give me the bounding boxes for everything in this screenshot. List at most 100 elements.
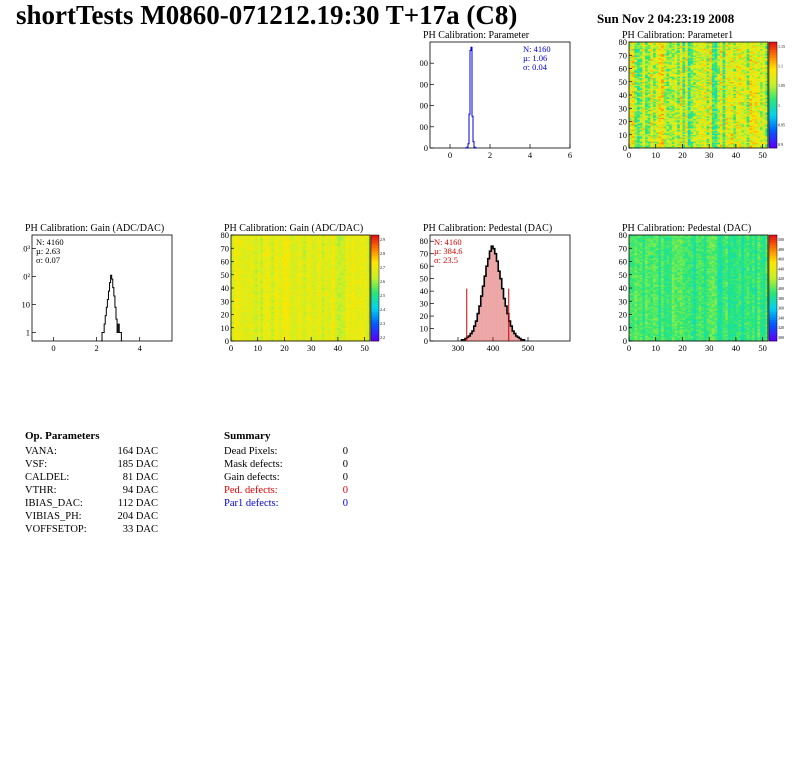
- heatmap-cell: [741, 69, 745, 72]
- heatmap-cell: [722, 79, 726, 81]
- heatmap-cell: [639, 122, 643, 125]
- heatmap-cell: [653, 79, 657, 81]
- heatmap-cell: [650, 51, 654, 53]
- heatmap-cell: [231, 252, 234, 254]
- heatmap-cell: [669, 124, 673, 126]
- heatmap-cell: [765, 64, 769, 67]
- heatmap-cell: [663, 97, 667, 100]
- heatmap-cell: [236, 297, 240, 299]
- heatmap-cell: [247, 334, 251, 336]
- heatmap-cell: [239, 331, 242, 334]
- heatmap-cell: [698, 76, 702, 79]
- heatmap-cell: [762, 106, 766, 109]
- heatmap-cell: [639, 133, 643, 136]
- heatmap-cell: [759, 63, 763, 65]
- heatmap-cell: [631, 98, 635, 101]
- heatmap-cell: [231, 265, 234, 268]
- heatmap-cell: [693, 120, 697, 122]
- heatmap-cell: [631, 138, 635, 141]
- heatmap-cell: [634, 42, 638, 44]
- heatmap-cell: [661, 130, 665, 133]
- heatmap-cell: [658, 146, 662, 149]
- heatmap-cell: [671, 48, 675, 51]
- heatmap-cell: [733, 146, 737, 149]
- heatmap-cell: [661, 45, 665, 48]
- heatmap-cell: [727, 71, 731, 73]
- y-tick-label: 200: [420, 122, 428, 132]
- heatmap-cell: [669, 146, 673, 149]
- heatmap-cell: [693, 71, 697, 73]
- heatmap-cell: [674, 69, 678, 72]
- heatmap-cell: [653, 45, 657, 48]
- heatmap-cell: [252, 299, 256, 302]
- heatmap-cell: [236, 326, 240, 329]
- heatmap-cell: [714, 138, 718, 141]
- heatmap-cell: [738, 57, 742, 60]
- heatmap-cell: [239, 314, 242, 317]
- heatmap-cell: [709, 137, 713, 140]
- heatmap-cell: [674, 137, 678, 140]
- heatmap-cell: [735, 45, 739, 48]
- colorbar-tick-label: 1.1: [778, 64, 783, 69]
- heatmap-cell: [642, 64, 646, 67]
- heatmap-cell: [677, 64, 681, 67]
- heatmap-cell: [706, 126, 710, 129]
- heatmap-cell: [733, 91, 737, 93]
- heatmap-cell: [722, 110, 726, 113]
- heatmap-cell: [717, 132, 721, 134]
- heatmap-cell: [706, 85, 710, 88]
- heatmap-cell: [658, 113, 662, 116]
- heatmap-cell: [247, 248, 251, 250]
- heatmap-cell: [252, 272, 256, 274]
- heatmap-cell: [698, 112, 702, 114]
- heatmap-cell: [757, 63, 761, 65]
- heatmap-cell: [730, 130, 734, 133]
- heatmap-cell: [658, 44, 662, 47]
- heatmap-cell: [252, 257, 256, 260]
- heatmap-cell: [714, 48, 718, 51]
- heatmap-cell: [765, 145, 769, 147]
- heatmap-cell: [639, 146, 643, 149]
- heatmap-cell: [642, 79, 646, 81]
- heatmap-cell: [711, 49, 715, 52]
- heatmap-cell: [717, 77, 721, 80]
- heatmap-cell: [741, 141, 745, 143]
- heatmap-cell: [695, 120, 699, 122]
- heatmap-cell: [658, 95, 662, 97]
- heatmap-cell: [703, 145, 707, 147]
- heatmap-cell: [666, 145, 670, 147]
- heatmap-cell: [690, 60, 694, 63]
- heatmap-cell: [249, 322, 253, 325]
- heatmap-cell: [247, 317, 251, 319]
- heatmap-cell: [695, 77, 699, 80]
- heatmap-cell: [706, 77, 710, 80]
- heatmap-cell: [674, 73, 678, 76]
- heatmap-cell: [249, 327, 253, 330]
- heatmap-cell: [722, 83, 726, 85]
- heatmap-cell: [247, 273, 251, 276]
- heatmap-cell: [685, 134, 689, 137]
- heatmap-cell: [674, 68, 678, 71]
- colorbar-tick-label: 0.95: [778, 122, 785, 127]
- heatmap-cell: [631, 110, 635, 113]
- heatmap-cell: [730, 83, 734, 85]
- heatmap-cell: [698, 95, 702, 97]
- heatmap-cell: [249, 295, 253, 298]
- heatmap-cell: [690, 130, 694, 133]
- heatmap-cell: [637, 117, 640, 120]
- heatmap-cell: [679, 146, 683, 149]
- heatmap-cell: [247, 298, 251, 301]
- heatmap-cell: [637, 83, 640, 85]
- heatmap-cell: [236, 256, 240, 258]
- heatmap-cell: [233, 278, 237, 281]
- heatmap-cell: [709, 120, 713, 122]
- heatmap-cell: [717, 45, 721, 48]
- heatmap-cell: [727, 60, 731, 63]
- heatmap-cell: [679, 96, 683, 98]
- heatmap-cell: [695, 55, 699, 57]
- heatmap-cell: [645, 61, 649, 64]
- heatmap-cell: [666, 113, 670, 116]
- heatmap-cell: [751, 80, 755, 83]
- heatmap-cell: [701, 116, 705, 118]
- heatmap-cell: [658, 64, 662, 67]
